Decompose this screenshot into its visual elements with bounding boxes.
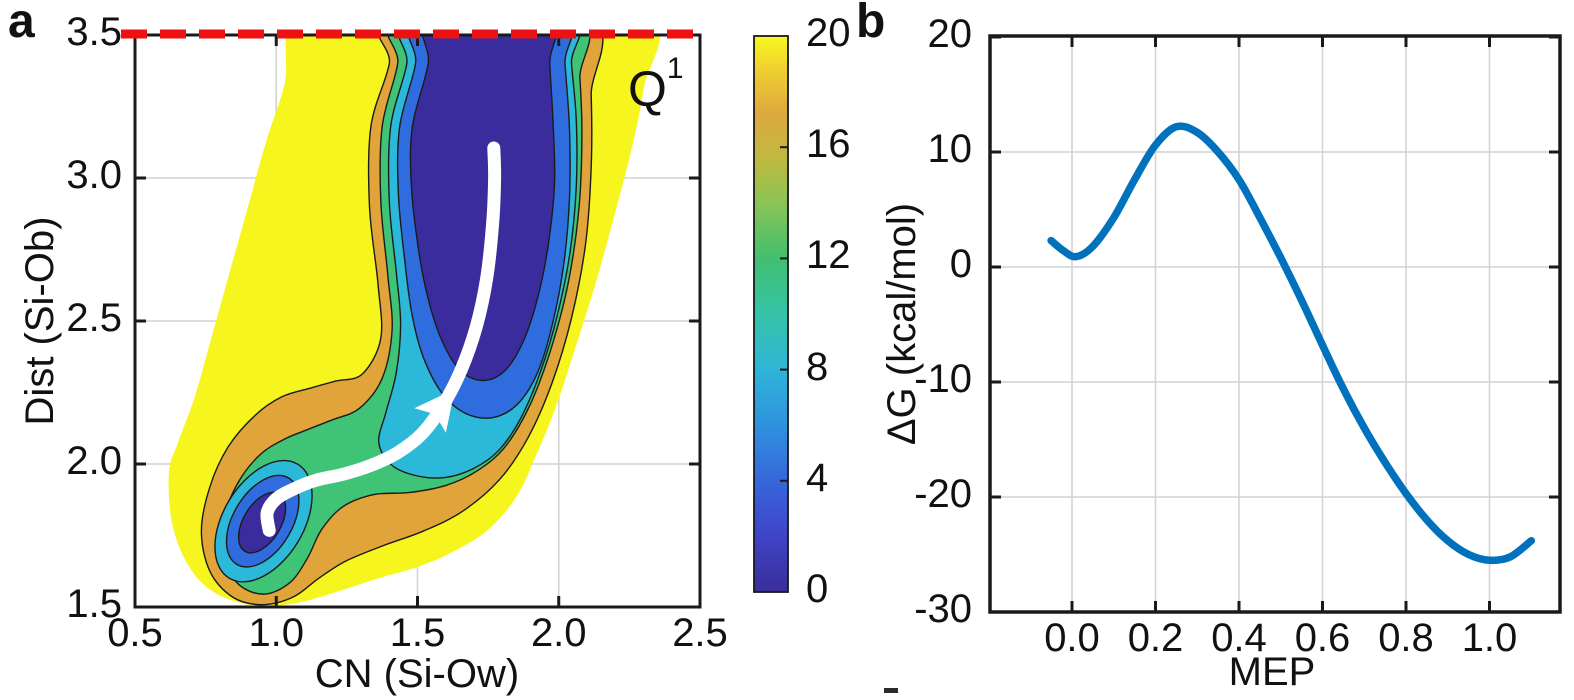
panel-a-ytick-2.5: 2.5	[66, 296, 122, 340]
q1-annotation: Q1	[628, 52, 684, 118]
panel-b-ytick--30: -30	[914, 587, 972, 631]
panel-b-xtick-0.6: 0.6	[1294, 616, 1351, 660]
panel-b-ytick-10: 10	[927, 127, 973, 171]
panel-a-xtick-0.5: 0.5	[107, 611, 163, 655]
q1-base: Q	[628, 61, 667, 117]
panel-b-xlabel: MEP	[1228, 650, 1316, 694]
panel-b-xtick-0.4: 0.4	[1211, 616, 1267, 660]
panel-b-xtick-0.8: 0.8	[1378, 616, 1434, 660]
panel-a-ytick-1.5: 1.5	[66, 582, 122, 626]
panel-a-label: a	[8, 0, 35, 48]
panel-b-xtick-0.2: 0.2	[1127, 616, 1184, 660]
panel-a-ytick-3.0: 3.0	[66, 153, 122, 197]
colorbar-gradient	[753, 35, 789, 593]
panel-a-xtick-2.5: 2.5	[672, 611, 728, 655]
cropped-caption-artifact	[884, 688, 898, 693]
panel-b-ytick--10: -10	[914, 357, 972, 401]
panel-b-ylabel: ΔG (kcal/mol)	[880, 202, 924, 446]
panel-a-xtick-1.5: 1.5	[389, 611, 446, 655]
colorbar-tick-20: 20	[806, 11, 851, 55]
band-0-4-product	[409, 35, 558, 382]
panel-a	[121, 29, 706, 609]
colorbar-tick-8: 8	[806, 344, 829, 389]
colorbar-tick-16: 16	[806, 122, 851, 167]
panel-b-xtick-0.0: 0.0	[1044, 616, 1100, 660]
panel-b-ytick--20: -20	[914, 472, 972, 516]
contour-bands	[168, 35, 661, 606]
panel-b-ytick-0: 0	[949, 242, 972, 286]
q1-superscript: 1	[666, 52, 684, 85]
panel-b-ytick-20: 20	[927, 12, 973, 56]
panel-a-xlabel: CN (Si-Ow)	[314, 652, 520, 696]
panel-b-xtick-1.0: 1.0	[1461, 616, 1518, 660]
arrow-head	[414, 389, 455, 433]
panel-b-label: b	[856, 0, 886, 48]
colorbar-tick-4: 4	[806, 455, 829, 500]
free-energy-profile-curve	[1047, 122, 1536, 565]
panel-a-ytick-3.5: 3.5	[66, 10, 122, 54]
panel-a-ytick-2.0: 2.0	[66, 439, 122, 483]
colorbar	[753, 35, 789, 593]
panel-b-frame	[988, 34, 1562, 614]
colorbar-tick-12: 12	[806, 233, 851, 278]
panel-a-xtick-2.0: 2.0	[530, 611, 587, 655]
panel-a-xtick-1.0: 1.0	[248, 611, 305, 655]
colorbar-tick-0: 0	[806, 567, 829, 611]
panel-b	[988, 34, 1562, 614]
reaction-path-arrow	[260, 141, 502, 537]
